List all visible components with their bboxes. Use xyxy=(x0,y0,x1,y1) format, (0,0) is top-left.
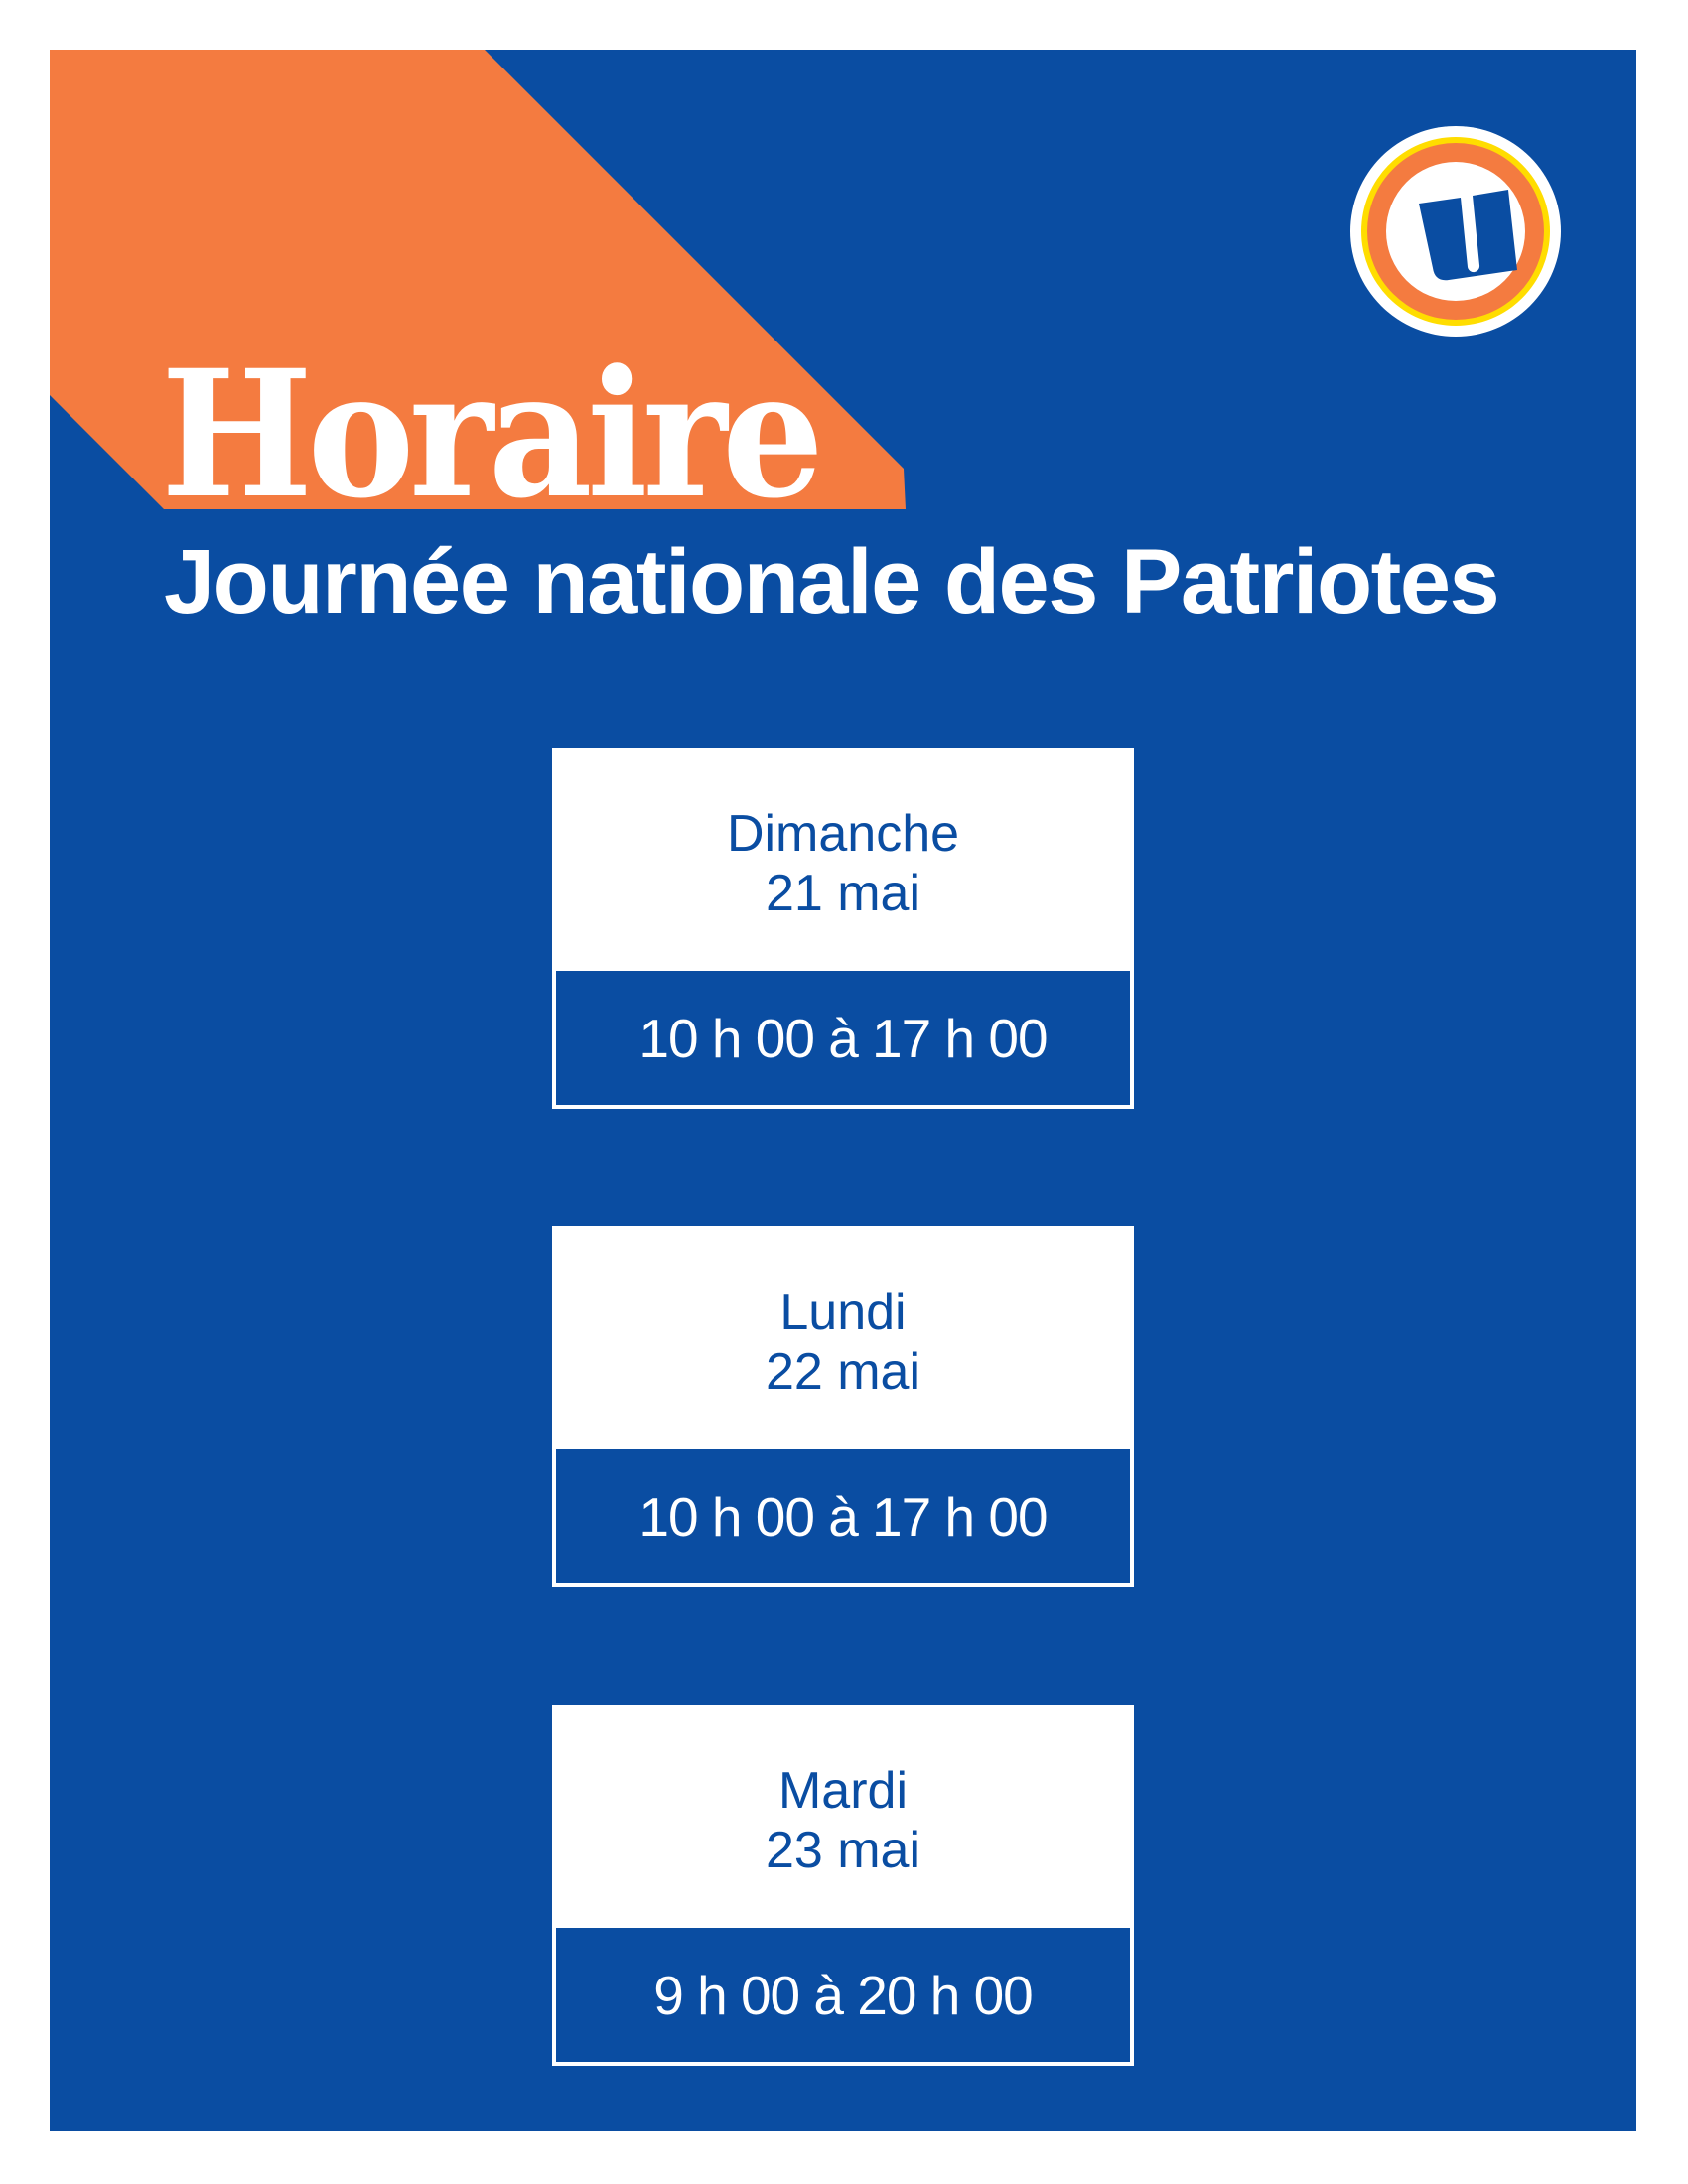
page-subtitle: Journée nationale des Patriotes xyxy=(164,531,1500,632)
orange-diagonal-stripe xyxy=(50,50,906,509)
hours-label: 10 h 00 à 17 h 00 xyxy=(556,1449,1130,1583)
schedule-card-monday: Lundi 22 mai 10 h 00 à 17 h 00 xyxy=(552,1226,1134,1587)
hours-label: 9 h 00 à 20 h 00 xyxy=(556,1928,1130,2062)
u-logo-icon xyxy=(1350,126,1561,337)
day-label: Lundi xyxy=(779,1283,907,1341)
date-label: 22 mai xyxy=(765,1342,921,1401)
schedule-card-tuesday: Mardi 23 mai 9 h 00 à 20 h 00 xyxy=(552,1705,1134,2066)
hours-label: 10 h 00 à 17 h 00 xyxy=(556,971,1130,1105)
date-label: 23 mai xyxy=(765,1821,921,1879)
date-label: 21 mai xyxy=(765,864,921,922)
poster-panel: Horaire Journée nationale des Patriotes … xyxy=(50,50,1636,2131)
day-label: Dimanche xyxy=(726,804,960,863)
page-title: Horaire xyxy=(161,332,824,537)
schedule-card-sunday: Dimanche 21 mai 10 h 00 à 17 h 00 xyxy=(552,748,1134,1109)
day-label: Mardi xyxy=(777,1761,909,1820)
